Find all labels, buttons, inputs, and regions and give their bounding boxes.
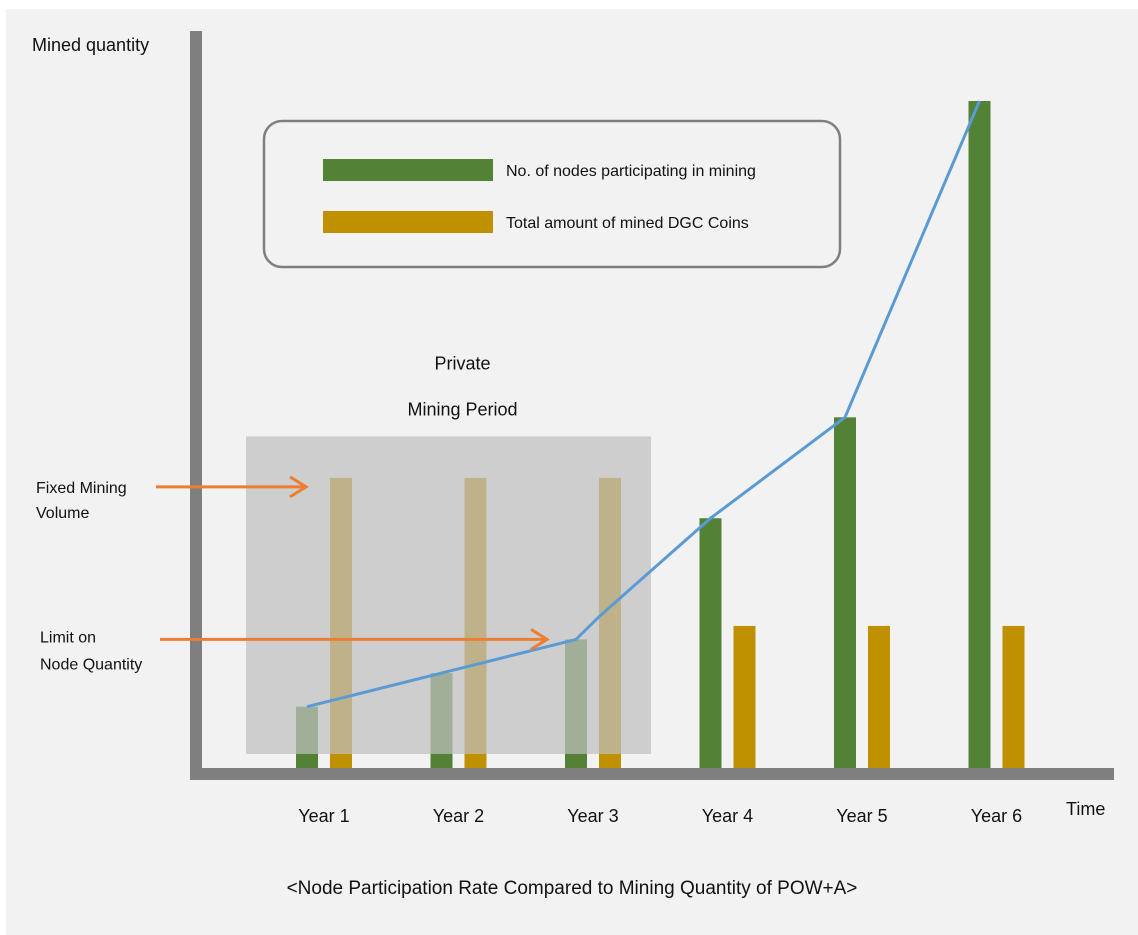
- x-tick-label: Year 1: [298, 806, 349, 826]
- legend-label-nodes: No. of nodes participating in mining: [506, 163, 756, 180]
- node-limit-label-line2: Node Quantity: [40, 656, 142, 673]
- private-region-label: Private: [434, 353, 490, 373]
- chart-figure: Private Mining Period Mined quantity Time…: [6, 9, 1138, 935]
- legend: [262, 119, 842, 269]
- y-axis-label: Mined quantity: [32, 35, 149, 55]
- private-mining-period-region: [246, 436, 651, 754]
- x-axis-label: Time: [1066, 799, 1105, 819]
- coin-amount-bar: [868, 625, 890, 774]
- x-tick-label: Year 4: [702, 806, 753, 826]
- node-count-bar: [699, 518, 722, 774]
- node-count-bar: [834, 417, 856, 774]
- chart-canvas: Private Mining Period Mined quantity Time…: [32, 31, 1114, 899]
- x-tick-labels: Year 1 Year 2 Year 3 Year 4 Year 5 Year 6: [298, 806, 1022, 826]
- node-limit-label: Limit on: [40, 629, 96, 646]
- private-region-sublabel: Mining Period: [407, 399, 517, 419]
- node-count-bar: [968, 101, 991, 774]
- fixed-mining-volume-label: Fixed Mining: [36, 480, 127, 497]
- coin-amount-bar: [733, 625, 756, 774]
- coin-amount-bar: [1002, 625, 1025, 774]
- growth-trend-line: [306, 100, 981, 709]
- legend-swatch-coins: [323, 211, 493, 233]
- x-tick-label: Year 6: [971, 806, 1022, 826]
- legend-label-coins: Total amount of mined DGC Coins: [506, 215, 749, 232]
- fixed-mining-volume-label-line2: Volume: [36, 505, 89, 522]
- chart-title: <Node Participation Rate Compared to Min…: [287, 878, 858, 899]
- legend-swatch-nodes: [323, 159, 493, 181]
- x-tick-label: Year 2: [433, 806, 484, 826]
- fixed-mining-volume-arrowhead: [289, 475, 309, 499]
- x-tick-label: Year 3: [567, 806, 618, 826]
- x-tick-label: Year 5: [836, 806, 887, 826]
- node-limit-arrowhead: [530, 628, 550, 651]
